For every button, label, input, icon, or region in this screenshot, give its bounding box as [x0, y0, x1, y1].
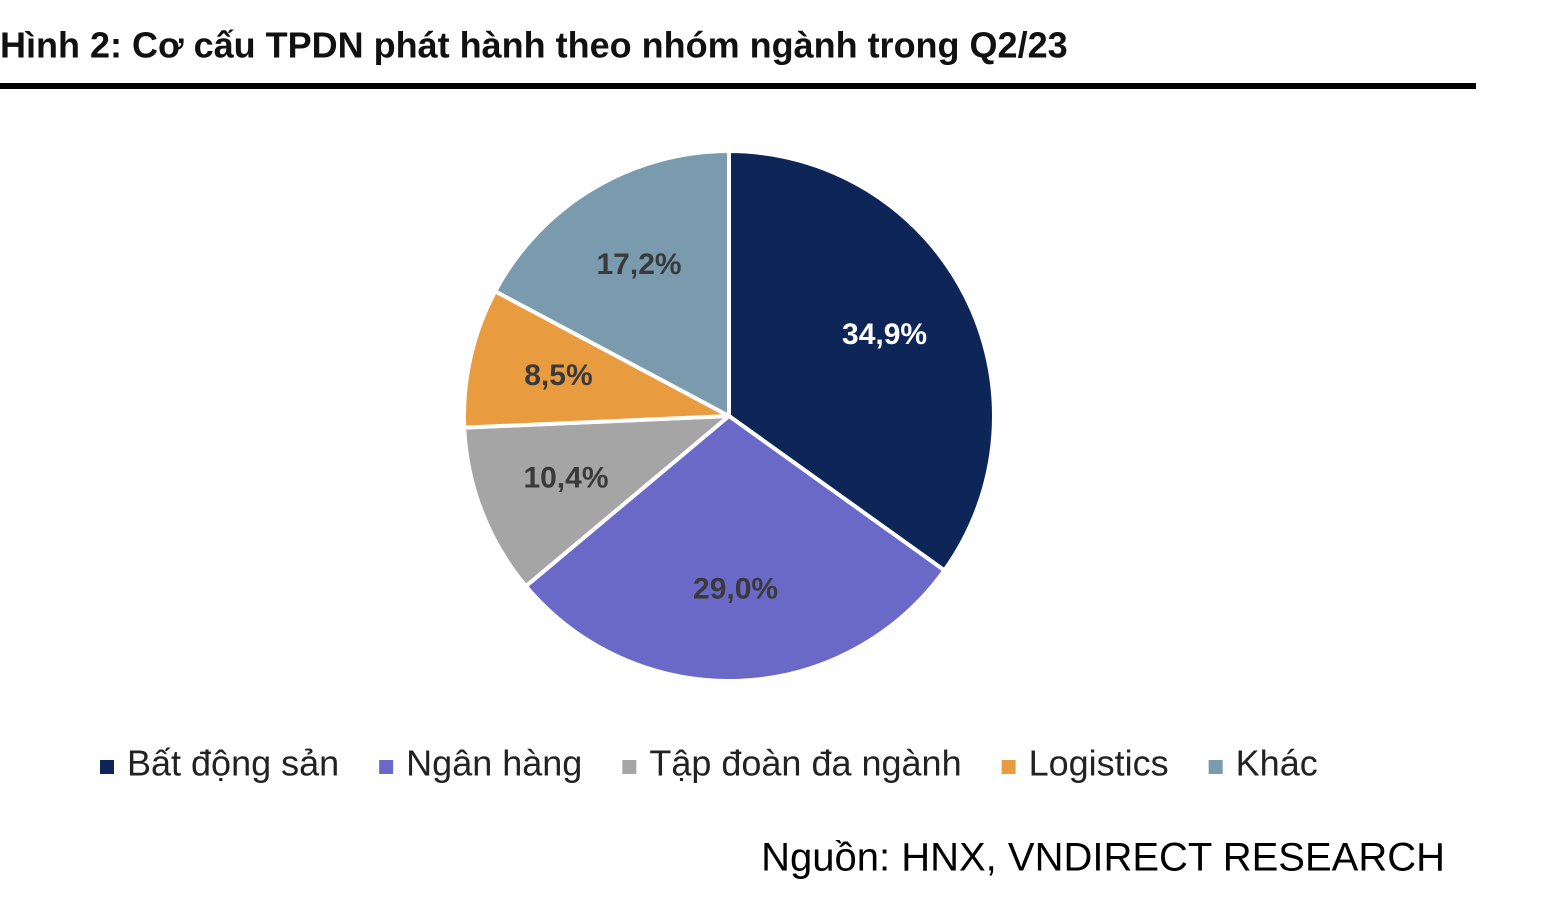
data-label: 29,0% — [693, 573, 778, 606]
legend-label: Ngân hàng — [406, 743, 582, 784]
legend-label: Bất động sản — [127, 743, 339, 784]
data-label: 34,9% — [842, 318, 927, 351]
legend-swatch — [379, 760, 394, 774]
chart-title: Hình 2: Cơ cấu TPDN phát hành theo nhóm … — [0, 25, 1068, 66]
pie-slice — [462, 414, 731, 589]
legend-label: Tập đoàn đa ngành — [649, 743, 961, 784]
source: Nguồn: HNX, VNDIRECT RESEARCH — [761, 836, 1445, 880]
data-label: 10,4% — [523, 461, 608, 494]
pie-slice — [727, 149, 996, 573]
pie-slice — [493, 149, 731, 418]
data-label: 17,2% — [596, 248, 681, 281]
legend-swatch — [622, 760, 637, 774]
legend-label: Khác — [1236, 743, 1318, 784]
pie-slice — [523, 414, 947, 683]
title-rule — [0, 83, 1476, 89]
legend-swatch — [1208, 760, 1223, 774]
legend-label: Logistics — [1029, 743, 1169, 784]
data-label: 8,5% — [524, 359, 592, 392]
pie-slice — [462, 289, 731, 430]
legend-swatch — [100, 760, 114, 774]
legend-swatch — [1001, 760, 1016, 774]
